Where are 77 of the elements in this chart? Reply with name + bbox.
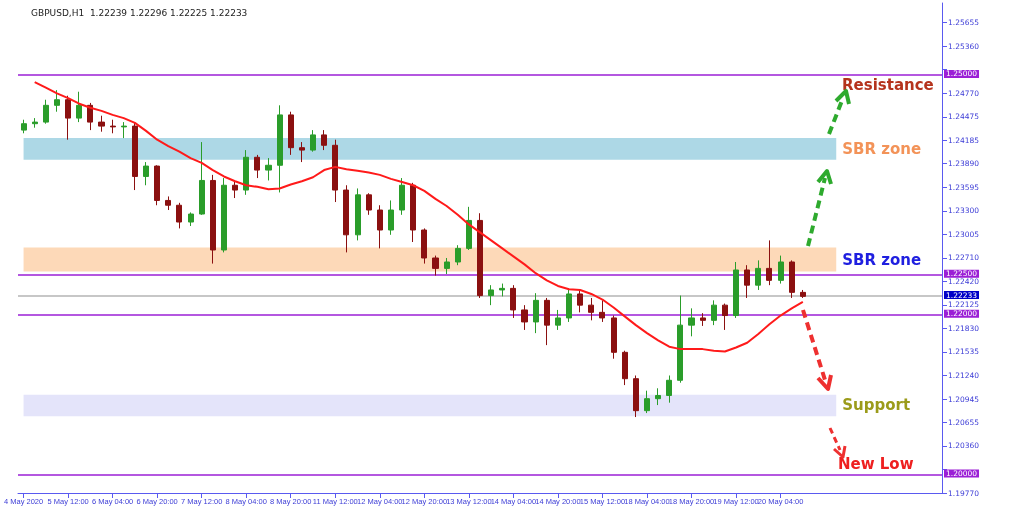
candlestick xyxy=(766,239,772,286)
candlestick xyxy=(110,119,116,134)
candlestick xyxy=(243,149,249,196)
candlestick xyxy=(778,255,784,285)
candlestick xyxy=(800,289,806,299)
candlestick xyxy=(43,99,49,125)
band-label: SBR zone xyxy=(842,139,922,158)
candlestick xyxy=(54,89,60,113)
candlestick xyxy=(577,289,583,313)
candlestick xyxy=(755,259,761,291)
candlestick xyxy=(711,299,717,326)
candlestick xyxy=(254,154,260,179)
candlestick xyxy=(310,129,316,153)
candlestick xyxy=(733,261,739,319)
candlestick xyxy=(444,257,450,275)
candlestick xyxy=(154,164,160,206)
candlestick xyxy=(477,212,483,299)
candlestick xyxy=(677,295,683,384)
candlestick xyxy=(98,115,105,133)
candlestick xyxy=(566,287,572,323)
candlestick xyxy=(399,177,405,216)
candlestick xyxy=(210,174,216,265)
candlestick xyxy=(455,244,461,266)
candlestick xyxy=(265,157,272,181)
candlestick xyxy=(377,204,383,249)
candlestick xyxy=(288,111,294,156)
candlestick xyxy=(544,297,550,346)
candlestick xyxy=(188,211,194,227)
candlestick xyxy=(588,297,594,321)
candlestick xyxy=(421,227,427,265)
candlestick xyxy=(32,117,38,129)
candlestick xyxy=(432,255,439,277)
candlestick xyxy=(744,264,750,299)
candlestick xyxy=(466,206,472,251)
candlestick xyxy=(176,202,182,229)
annotation: Resistance xyxy=(842,75,934,94)
candlestick xyxy=(165,195,171,211)
candlestick xyxy=(65,95,71,141)
candlestick xyxy=(321,129,327,151)
candlestick xyxy=(599,299,605,323)
candlestick xyxy=(21,119,27,134)
candlestick xyxy=(666,375,672,404)
candlestick xyxy=(355,187,361,241)
candlestick xyxy=(199,141,205,216)
candlestick xyxy=(722,303,728,331)
candlestick xyxy=(410,182,416,243)
candlestick xyxy=(789,259,795,299)
candlestick xyxy=(644,390,650,414)
candlestick xyxy=(611,315,617,360)
candlestick xyxy=(299,141,305,163)
text: GBPUSD,H1 1.22239 1.22296 1.22225 1.22233 xyxy=(31,7,248,18)
candlestick xyxy=(343,184,349,253)
candlestick xyxy=(700,312,706,327)
candlestick xyxy=(510,284,516,319)
candlestick xyxy=(332,139,338,203)
candlestick xyxy=(366,192,372,216)
annotation: New Low xyxy=(838,454,914,473)
candlestick xyxy=(76,91,82,123)
candlestick xyxy=(143,161,149,186)
candlestick xyxy=(521,304,528,331)
line-series xyxy=(33,81,804,353)
band-label: Support xyxy=(842,396,911,415)
candlestick xyxy=(121,121,127,139)
candlestick xyxy=(555,309,561,331)
candlestick xyxy=(221,177,227,253)
candlestick xyxy=(277,104,283,193)
candlestick xyxy=(622,350,628,386)
candlestick xyxy=(499,283,505,297)
candlestick xyxy=(132,121,138,191)
candlestick xyxy=(688,307,695,337)
band-label: SBR zone xyxy=(842,250,922,269)
candlestick xyxy=(232,179,238,199)
candlestick xyxy=(533,292,539,334)
candlestick xyxy=(655,387,661,406)
candlestick xyxy=(388,199,394,236)
candlestick xyxy=(488,284,494,306)
candlestick xyxy=(633,375,639,418)
